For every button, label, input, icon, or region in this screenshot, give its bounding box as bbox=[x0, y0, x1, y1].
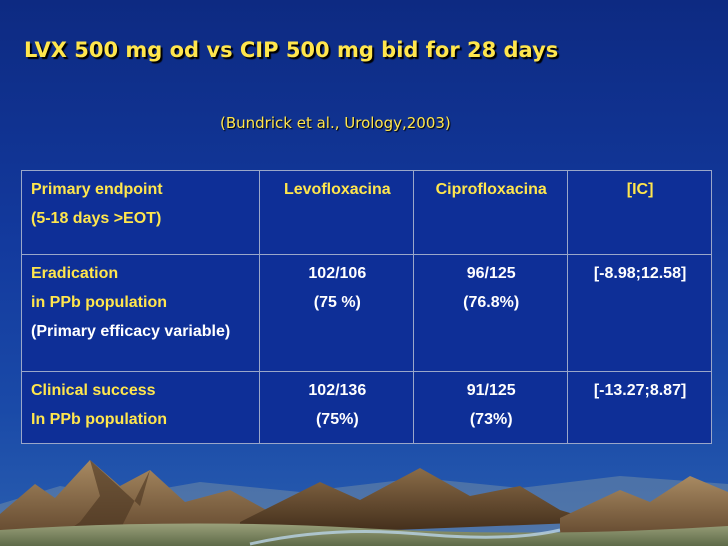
cip-value-cell: 96/125 (76.8%) bbox=[413, 254, 569, 372]
table-header-row: Primary endpoint (5-18 days >EOT) Levofl… bbox=[20, 170, 712, 255]
results-table: Primary endpoint (5-18 days >EOT) Levofl… bbox=[20, 170, 712, 444]
lvx-percent: (75 %) bbox=[313, 294, 361, 311]
header-ic: [IC] bbox=[567, 170, 712, 255]
ic-value-cell: [-8.98;12.58] bbox=[567, 254, 712, 372]
lvx-value-cell: 102/106 (75 %) bbox=[259, 254, 415, 372]
mountain-landscape bbox=[0, 460, 728, 546]
header-levofloxacina: Levofloxacina bbox=[259, 170, 415, 255]
table-row: Clinical success In PPb population 102/1… bbox=[20, 371, 712, 444]
river bbox=[249, 528, 561, 546]
header-endpoint-sublabel: (5-18 days >EOT) bbox=[31, 210, 162, 227]
lvx-ratio: 102/136 bbox=[308, 382, 367, 399]
cip-ratio: 96/125 bbox=[466, 265, 516, 282]
center-peaks bbox=[240, 468, 600, 536]
lvx-ratio: 102/106 bbox=[308, 265, 367, 282]
row-sublabel: in PPb population bbox=[31, 294, 167, 311]
row-label: Clinical success bbox=[31, 382, 156, 399]
header-endpoint-cell: Primary endpoint (5-18 days >EOT) bbox=[20, 170, 261, 255]
table-row: Eradication in PPb population (Primary e… bbox=[20, 254, 712, 372]
cip-percent: (76.8%) bbox=[463, 294, 520, 311]
lvx-percent: (75%) bbox=[315, 411, 359, 428]
header-endpoint-label: Primary endpoint bbox=[31, 181, 163, 198]
row-note: (Primary efficacy variable) bbox=[31, 323, 231, 340]
row-label: Eradication bbox=[31, 265, 119, 282]
cip-percent: (73%) bbox=[469, 411, 513, 428]
plain-ground bbox=[0, 523, 728, 546]
row-label-cell: Eradication in PPb population (Primary e… bbox=[20, 254, 261, 372]
row-label-cell: Clinical success In PPb population bbox=[20, 371, 261, 444]
header-ciprofloxacina: Ciprofloxacina bbox=[413, 170, 569, 255]
cip-ratio: 91/125 bbox=[466, 382, 516, 399]
left-shadows bbox=[60, 460, 150, 536]
lvx-value-cell: 102/136 (75%) bbox=[259, 371, 415, 444]
row-sublabel: In PPb population bbox=[31, 411, 167, 428]
citation: (Bundrick et al., Urology,2003) bbox=[220, 114, 451, 132]
slide-title: LVX 500 mg od vs CIP 500 mg bid for 28 d… bbox=[24, 38, 559, 62]
cip-value-cell: 91/125 (73%) bbox=[413, 371, 569, 444]
ic-value-cell: [-13.27;8.87] bbox=[567, 371, 712, 444]
